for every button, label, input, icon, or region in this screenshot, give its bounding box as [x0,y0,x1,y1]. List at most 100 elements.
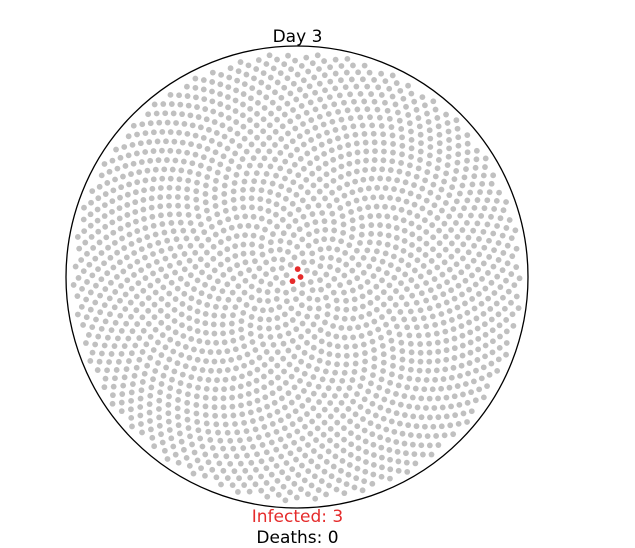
healthy-person-dot [309,211,316,217]
healthy-person-dot [140,206,147,213]
healthy-person-dot [241,289,248,296]
healthy-person-dot [184,203,191,210]
healthy-person-dot [180,227,187,234]
healthy-person-dot [257,162,264,169]
healthy-person-dot [451,393,458,400]
healthy-person-dot [388,124,395,130]
healthy-person-dot [118,283,124,289]
healthy-person-dot [220,313,227,319]
healthy-person-dot [403,198,410,205]
healthy-person-dot [318,478,325,484]
healthy-person-dot [177,243,184,250]
healthy-person-dot [475,266,481,273]
healthy-person-dot [237,393,244,399]
healthy-person-dot [363,322,370,328]
healthy-person-dot [167,336,174,343]
healthy-person-dot [392,101,399,108]
healthy-person-dot [420,451,426,458]
healthy-person-dot [332,56,339,63]
healthy-person-dot [452,412,459,419]
healthy-person-dot [380,131,386,138]
healthy-person-dot [121,144,128,150]
healthy-person-dot [310,405,317,412]
healthy-person-dot [359,293,366,300]
healthy-person-dot [270,341,277,348]
healthy-person-dot [326,138,333,145]
healthy-person-dot [230,412,237,419]
healthy-person-dot [279,256,286,263]
healthy-person-dot [95,266,101,273]
healthy-person-dot [425,118,432,125]
healthy-person-dot [300,77,307,84]
healthy-person-dot [427,414,433,421]
healthy-person-dot [482,342,489,349]
healthy-person-dot [218,481,224,488]
healthy-person-dot [193,188,200,195]
healthy-person-dot [464,263,471,270]
healthy-person-dot [371,157,378,163]
healthy-person-dot [357,404,364,410]
healthy-person-dot [224,281,231,288]
healthy-person-dot [124,277,131,284]
healthy-person-dot [178,311,185,318]
healthy-person-dot [365,388,372,395]
healthy-person-dot [363,148,370,155]
healthy-person-dot [270,231,276,237]
healthy-person-dot [134,179,141,186]
healthy-person-dot [132,342,139,349]
healthy-person-dot [282,321,289,328]
healthy-person-dot [439,207,445,214]
healthy-person-dot [299,197,306,204]
healthy-person-dot [454,159,461,166]
healthy-person-dot [374,295,381,301]
healthy-person-dot [268,247,274,254]
healthy-person-dot [341,272,348,279]
healthy-person-dot [145,320,152,327]
healthy-person-dot [285,330,292,337]
healthy-person-dot [321,150,327,157]
healthy-person-dot [239,112,246,119]
healthy-person-dot [480,364,487,371]
healthy-person-dot [390,315,397,322]
healthy-person-dot [118,408,125,415]
healthy-person-dot [381,148,387,155]
healthy-person-dot [410,413,417,420]
healthy-person-dot [334,361,340,368]
healthy-person-dot [285,248,291,255]
healthy-person-dot [349,377,356,383]
healthy-person-dot [137,412,144,419]
healthy-person-dot [134,228,141,234]
healthy-person-dot [147,354,154,361]
healthy-person-dot [313,437,319,443]
healthy-person-dot [121,245,128,251]
healthy-person-dot [453,198,460,205]
healthy-person-dot [279,469,286,476]
healthy-person-dot [164,456,171,462]
healthy-person-dot [233,87,239,94]
healthy-person-dot [353,168,360,175]
healthy-person-dot [382,78,389,85]
healthy-person-dot [274,408,281,415]
healthy-person-dot [435,123,442,130]
healthy-person-dot [310,195,317,202]
healthy-person-dot [482,331,489,338]
healthy-person-dot [316,357,323,364]
healthy-person-dot [268,356,275,362]
healthy-person-dot [139,349,146,355]
healthy-person-dot [333,197,340,204]
healthy-person-dot [418,140,424,147]
healthy-person-dot [279,123,286,130]
healthy-person-dot [310,374,317,380]
healthy-person-dot [343,297,349,304]
healthy-person-dot [299,236,306,243]
healthy-person-dot [333,333,340,340]
healthy-person-dot [131,372,138,379]
healthy-person-dot [171,306,178,313]
healthy-person-dot [175,397,181,403]
healthy-person-dot [94,217,101,224]
healthy-person-dot [338,173,344,180]
healthy-person-dot [302,452,309,459]
healthy-person-dot [219,321,226,328]
healthy-person-dot [454,304,461,311]
healthy-person-dot [220,404,227,411]
